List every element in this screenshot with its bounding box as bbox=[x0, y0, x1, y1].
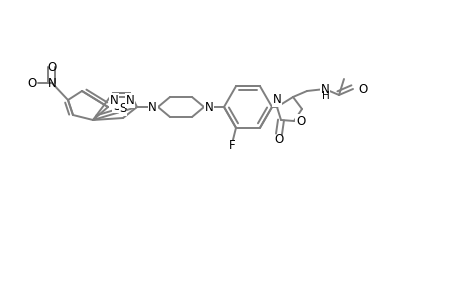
Text: S: S bbox=[119, 102, 126, 115]
Text: O: O bbox=[295, 115, 305, 128]
Text: N: N bbox=[205, 100, 213, 113]
Text: N: N bbox=[125, 94, 134, 107]
Text: N: N bbox=[48, 76, 56, 89]
Text: H: H bbox=[321, 91, 329, 101]
Text: N: N bbox=[272, 93, 281, 106]
Text: N: N bbox=[320, 82, 329, 95]
Text: O: O bbox=[47, 61, 56, 74]
Text: O: O bbox=[28, 76, 37, 89]
Text: N: N bbox=[109, 94, 118, 107]
Text: F: F bbox=[228, 139, 235, 152]
Text: O: O bbox=[357, 82, 366, 95]
Text: S: S bbox=[113, 100, 120, 112]
Text: O: O bbox=[274, 133, 283, 146]
Text: N: N bbox=[148, 100, 157, 113]
